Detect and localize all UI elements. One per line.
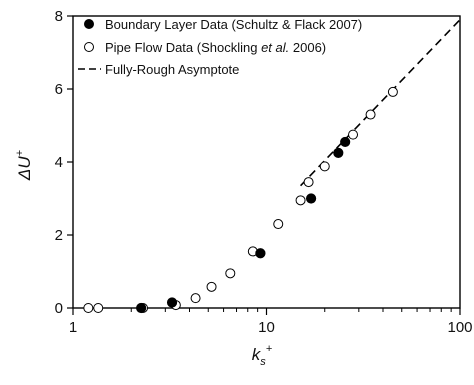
legend-marker-boundary-layer: [84, 19, 94, 29]
data-marks: [83, 19, 461, 314]
y-tick-label: 0: [55, 300, 63, 317]
x-axis-title: ks+: [252, 343, 273, 368]
point-pipe-flow: [190, 293, 201, 304]
point-boundary-layer: [166, 297, 178, 308]
y-tick-label: 4: [55, 154, 63, 171]
point-boundary-layer: [255, 248, 266, 259]
legend-label-boundary-layer: Boundary Layer Data (Schultz & Flack 200…: [105, 17, 362, 32]
x-tick-label: 1: [69, 319, 77, 336]
point-pipe-flow: [93, 303, 104, 313]
point-pipe-flow: [206, 281, 217, 292]
point-pipe-flow: [225, 268, 236, 279]
legend-label-asymptote: Fully-Rough Asymptote: [105, 62, 239, 77]
point-boundary-layer: [136, 302, 147, 314]
y-axis-title: ΔU+: [14, 149, 34, 181]
y-tick-label: 2: [55, 227, 63, 244]
y-tick-label: 8: [55, 8, 63, 25]
x-tick-label: 10: [258, 319, 275, 336]
plot-frame: [72, 15, 461, 309]
plot-area: [72, 15, 461, 309]
axis-ticks: 0 2 4 6 8 1 10 100: [55, 8, 473, 336]
point-pipe-flow: [348, 129, 359, 140]
point-pipe-flow: [83, 303, 94, 313]
point-boundary-layer: [305, 193, 317, 204]
point-pipe-flow: [295, 195, 306, 206]
point-pipe-flow: [273, 219, 284, 230]
legend: Boundary Layer Data (Schultz & Flack 200…: [78, 17, 362, 77]
point-boundary-layer: [333, 147, 344, 158]
legend-label-pipe-flow: Pipe Flow Data (Shockling et al. 2006): [105, 40, 326, 55]
legend-marker-pipe-flow: [84, 42, 94, 52]
point-pipe-flow: [365, 109, 376, 120]
point-boundary-layer: [340, 136, 351, 148]
point-pipe-flow: [387, 86, 398, 97]
point-pipe-flow: [303, 177, 314, 188]
x-tick-label: 100: [447, 319, 472, 336]
y-tick-label: 6: [55, 81, 63, 98]
point-pipe-flow: [319, 161, 330, 172]
